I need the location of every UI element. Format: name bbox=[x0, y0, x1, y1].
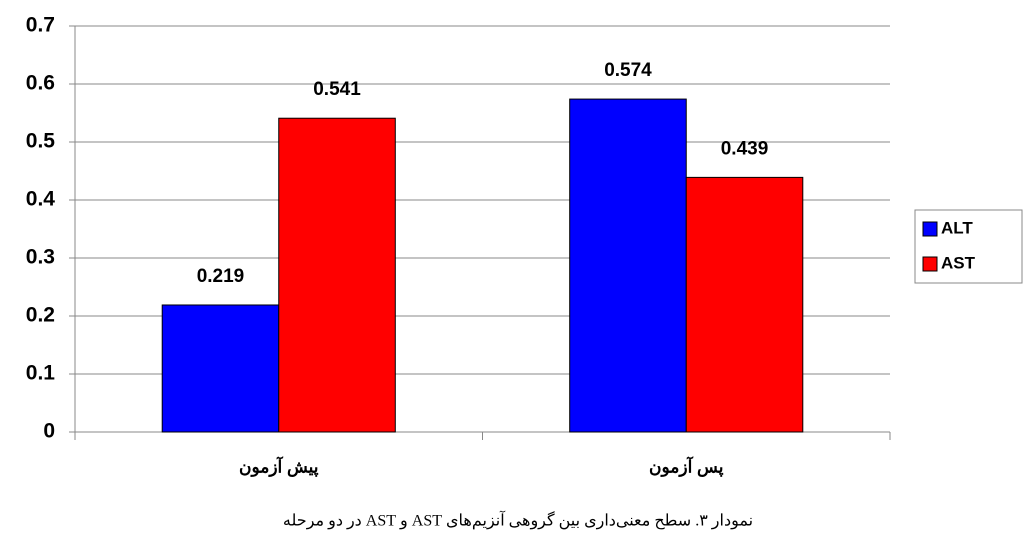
x-tick-label: پس آزمون bbox=[649, 455, 724, 477]
legend-label: AST bbox=[941, 253, 976, 272]
y-tick-label: 0.7 bbox=[26, 14, 55, 37]
value-label: 0.574 bbox=[604, 60, 652, 81]
bar bbox=[278, 117, 396, 433]
y-tick-label: 0 bbox=[43, 420, 55, 443]
y-tick-label: 0.3 bbox=[26, 246, 55, 269]
value-label: 0.219 bbox=[197, 266, 245, 287]
y-tick-label: 0.6 bbox=[26, 72, 55, 95]
y-tick-label: 0.2 bbox=[26, 304, 55, 327]
y-tick-label: 0.1 bbox=[26, 362, 56, 385]
value-label: 0.439 bbox=[721, 138, 769, 159]
y-tick-label: 0.4 bbox=[26, 188, 56, 211]
legend-swatch bbox=[922, 221, 938, 237]
x-tick-label: پیش آزمون bbox=[239, 455, 319, 477]
caption: نمودار ۳. سطح معنی‌داری بین گروهی آنزیم‌… bbox=[283, 510, 753, 530]
y-tick-label: 0.5 bbox=[26, 130, 56, 153]
bar bbox=[161, 304, 280, 433]
bar bbox=[569, 98, 687, 433]
value-label: 0.541 bbox=[313, 79, 361, 100]
legend-label: ALT bbox=[941, 218, 973, 237]
bar bbox=[685, 176, 804, 433]
legend-swatch bbox=[922, 256, 938, 272]
